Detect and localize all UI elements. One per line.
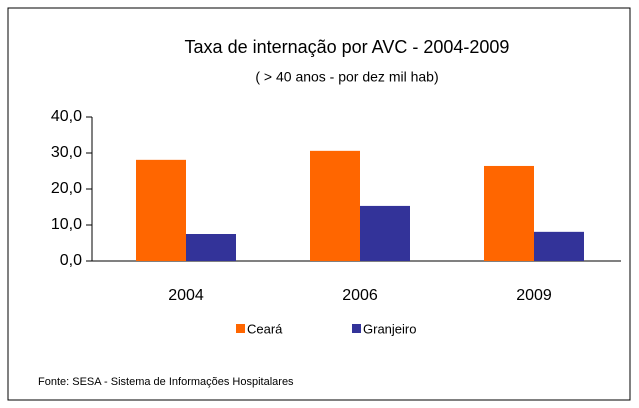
chart-subtitle: ( > 40 anos - por dez mil hab) — [255, 69, 438, 85]
x-tick-label: 2009 — [516, 287, 552, 304]
y-tick-label: 0,0 — [60, 252, 82, 269]
legend-label: Granjeiro — [363, 321, 416, 336]
bar — [310, 150, 360, 261]
legend-swatch — [236, 324, 245, 333]
y-tick-label: 20,0 — [51, 180, 82, 197]
x-tick-label: 2006 — [342, 287, 378, 304]
x-tick-label: 2004 — [168, 287, 204, 304]
y-tick-label: 10,0 — [51, 216, 82, 233]
bar — [484, 165, 534, 261]
source-note: Fonte: SESA - Sistema de Informações Hos… — [38, 376, 294, 388]
y-tick-label: 30,0 — [51, 144, 82, 161]
bar — [534, 231, 584, 261]
chart-title: Taxa de internação por AVC - 2004-2009 — [185, 37, 510, 57]
legend-label: Ceará — [247, 321, 283, 336]
bar — [186, 234, 236, 261]
bar — [136, 159, 186, 261]
legend-swatch — [352, 324, 361, 333]
y-tick-label: 40,0 — [51, 108, 82, 125]
bar — [360, 205, 410, 261]
